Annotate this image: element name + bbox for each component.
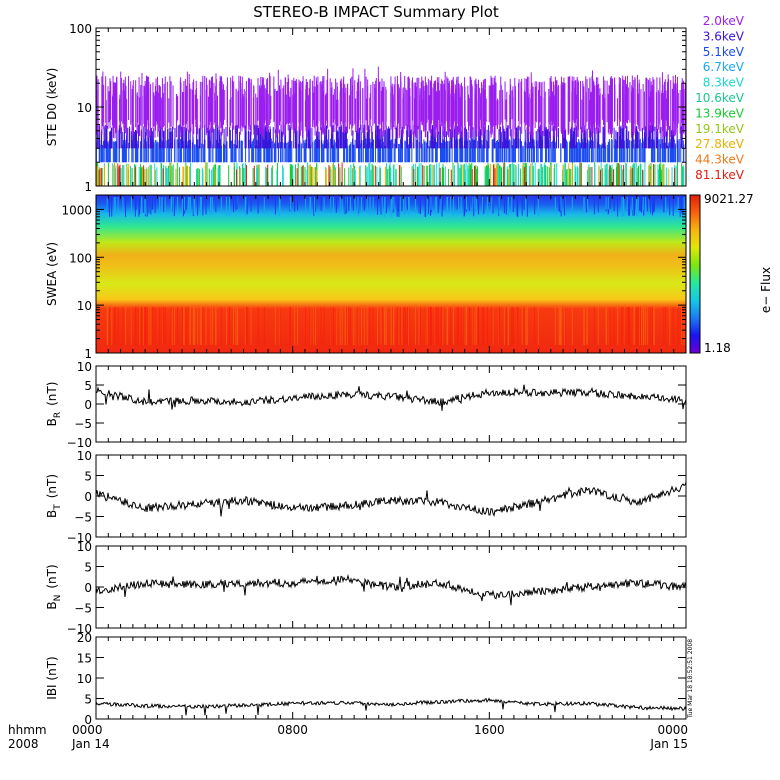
magnetic-field-panels: −10 −5 0 5 10 BR(nT) −10 −5 0 5 10 BT(nT) −10 −5 0 5 10 B… xyxy=(45,360,687,727)
energy-label: 44.3keV xyxy=(695,153,745,167)
time-row1-label: hhmm xyxy=(8,723,47,737)
flux-colorbar xyxy=(690,195,700,353)
time-tick-label: 0800 xyxy=(277,723,308,737)
br-panel: −10 −5 0 5 10 BR(nT) xyxy=(45,360,687,450)
energy-label: 81.1keV xyxy=(695,168,745,182)
y-tick-label: 5 xyxy=(84,470,92,484)
energy-label: 8.3keV xyxy=(703,76,745,90)
swea-y-ticks: 1 10 100 1000 xyxy=(61,194,687,361)
y-tick-label: 1 xyxy=(84,347,92,361)
colorbar-max: 9021.27 xyxy=(704,192,754,206)
y-tick-label: −10 xyxy=(67,531,92,545)
plot-title: STEREO-B IMPACT Summary Plot xyxy=(253,3,499,21)
y-tick-label: 10 xyxy=(77,360,92,374)
time-row2-label: 2008 xyxy=(8,737,39,751)
swea-stripes xyxy=(95,197,685,345)
energy-label: 19.1keV xyxy=(695,122,745,136)
br-trace xyxy=(95,384,687,411)
y-tick-label: 10 xyxy=(77,540,92,554)
y-tick-label: 10 xyxy=(77,449,92,463)
y-tick-label: 1 xyxy=(84,180,92,194)
br-frame xyxy=(95,365,687,443)
colorbar-label: e− Flux xyxy=(759,267,773,313)
y-tick-label: 0 xyxy=(84,713,92,727)
ste-y-ticks: 1 10 100 xyxy=(69,22,687,194)
time-date-label: Jan 14 xyxy=(71,737,110,751)
energy-label: 27.8keV xyxy=(695,137,745,151)
time-tick-label: 1600 xyxy=(474,723,505,737)
bt-frame xyxy=(95,454,687,538)
bt-ylabel: BT(nT) xyxy=(45,474,63,518)
y-tick-label: −10 xyxy=(67,436,92,450)
y-tick-label: 0 xyxy=(84,581,92,595)
y-tick-label: 15 xyxy=(77,652,92,666)
energy-label: 2.0keV xyxy=(703,14,745,28)
bt-trace xyxy=(95,482,687,517)
bmag-ylabel: IBI (nT) xyxy=(45,656,59,699)
energy-label: 10.6keV xyxy=(695,91,745,105)
time-tick-label: 0000 xyxy=(72,723,103,737)
y-tick-label: 20 xyxy=(77,631,92,645)
y-tick-label: 0 xyxy=(84,398,92,412)
br-ylabel: BR(nT) xyxy=(45,382,63,427)
bt-panel: −10 −5 0 5 10 BT(nT) xyxy=(45,449,687,545)
time-tick-label: 0000 xyxy=(657,723,688,737)
y-tick-label: 5 xyxy=(84,379,92,393)
plot-timestamp: Tue Mar 18 18:52:51 2008 xyxy=(687,639,694,719)
y-tick-label: 10 xyxy=(77,299,92,313)
time-date-label: Jan 15 xyxy=(649,737,688,751)
y-tick-label: 1000 xyxy=(61,203,92,217)
swea-panel: 1 10 100 1000 SWEA (eV) 9021.27 1.18 e− Flu… xyxy=(45,192,773,361)
energy-label: 5.1keV xyxy=(703,45,745,59)
flux-colorbar-frame xyxy=(689,194,701,354)
y-tick-label: 5 xyxy=(84,693,92,707)
y-tick-label: −5 xyxy=(74,602,92,616)
y-tick-label: 10 xyxy=(77,672,92,686)
energy-label: 13.9keV xyxy=(695,106,745,120)
bmag-trace xyxy=(95,697,687,716)
energy-label: 3.6keV xyxy=(703,29,745,43)
y-tick-label: 100 xyxy=(69,22,92,36)
bn-panel: −10 −5 0 5 10 BN(nT) xyxy=(45,540,687,636)
colorbar-min: 1.18 xyxy=(704,341,731,355)
swea-ylabel: SWEA (eV) xyxy=(45,242,59,306)
ste-ylabel: STE D0 (keV) xyxy=(45,68,59,147)
bn-trace xyxy=(95,573,687,606)
y-tick-label: 10 xyxy=(77,101,92,115)
y-tick-label: −5 xyxy=(74,417,92,431)
ste-energy-bars xyxy=(96,66,686,186)
y-tick-label: −10 xyxy=(67,622,92,636)
bmag-frame xyxy=(95,636,687,720)
y-tick-label: 0 xyxy=(84,490,92,504)
bmag-panel: 0 5 10 15 20 IBI (nT) xyxy=(45,631,687,727)
bn-ylabel: BN(nT) xyxy=(45,564,63,609)
energy-label: 6.7keV xyxy=(703,60,745,74)
y-tick-label: −5 xyxy=(74,511,92,525)
y-tick-label: 5 xyxy=(84,561,92,575)
y-tick-label: 100 xyxy=(69,251,92,265)
